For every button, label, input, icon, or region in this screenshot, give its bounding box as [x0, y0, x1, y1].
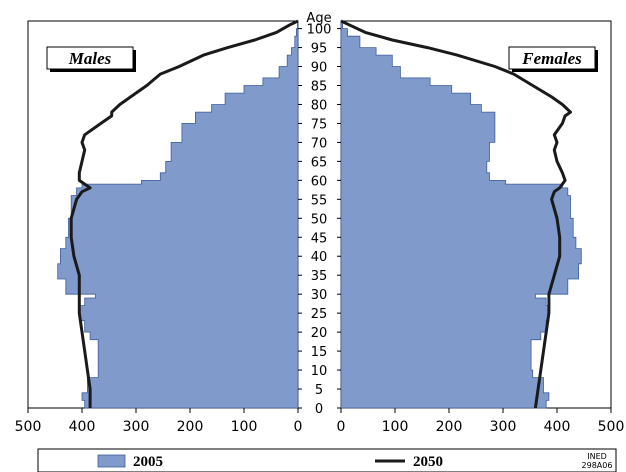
- age-tick-label: 40: [311, 250, 328, 265]
- age-tick-label: 70: [311, 136, 328, 151]
- females-2005-area: [340, 20, 582, 409]
- age-tick-label: 100: [307, 23, 332, 38]
- males-x-tick-label: 200: [177, 419, 204, 435]
- age-axis-title: Age: [306, 11, 331, 26]
- age-tick-label: 30: [311, 288, 328, 303]
- legend: 2005 2050 INED 298A06: [37, 448, 617, 472]
- males-2050-line: [69, 19, 299, 408]
- females-x-tick-label: 500: [598, 419, 625, 435]
- age-tick-label: 45: [311, 231, 328, 246]
- males-x-tick-label: 100: [231, 419, 258, 435]
- age-tick-label: 65: [311, 155, 328, 170]
- males-x-tick-label: 300: [123, 419, 150, 435]
- credit-line-1: INED: [587, 452, 607, 461]
- age-tick-label: 95: [311, 42, 328, 57]
- males-panel: [27, 19, 299, 409]
- age-axis: 0 5 10 15 20 25 30 35 40 45 50 55 60 65 70 75 80 85 90 95 10…: [298, 23, 341, 417]
- females-x-tick-label: 0: [337, 419, 346, 435]
- females-x-tick-label: 300: [490, 419, 517, 435]
- credit-line-2: 298A06: [582, 461, 613, 470]
- males-label-box: Males: [46, 46, 136, 72]
- age-tick-label: 35: [311, 269, 328, 284]
- legend-2005-swatch: [97, 454, 126, 468]
- males-x-tick-label: 0: [294, 419, 303, 435]
- males-x-tick-label: 400: [69, 419, 96, 435]
- females-label-box: Females: [508, 46, 598, 72]
- age-tick-label: 80: [311, 98, 328, 113]
- females-x-tick-label: 400: [544, 419, 571, 435]
- legend-2050-label: 2050: [413, 454, 443, 470]
- age-tick-label: 0: [315, 402, 323, 417]
- age-tick-label: 75: [311, 117, 328, 132]
- legend-frame: [37, 448, 617, 472]
- age-tick-label: 55: [311, 193, 328, 208]
- age-tick-label: 20: [311, 326, 328, 341]
- age-tick-label: 50: [311, 212, 328, 227]
- females-x-tick-label: 200: [436, 419, 463, 435]
- age-tick-label: 25: [311, 307, 328, 322]
- age-tick-label: 15: [311, 345, 328, 360]
- females-panel: [340, 19, 612, 409]
- age-tick-label: 10: [311, 364, 328, 379]
- legend-2005-label: 2005: [133, 454, 163, 470]
- females-2050-line: [340, 19, 572, 409]
- females-x-axis: 0 100 200 300 400 500: [337, 408, 625, 435]
- males-x-axis: 500 400 300 200 100 0: [15, 408, 303, 435]
- age-tick-label: 90: [311, 61, 328, 76]
- males-2005-area: [57, 20, 299, 409]
- age-tick-label: 5: [315, 383, 323, 398]
- age-tick-label: 60: [311, 174, 328, 189]
- males-label: Males: [68, 49, 112, 68]
- males-x-tick-label: 500: [15, 419, 42, 435]
- females-x-tick-label: 100: [382, 419, 409, 435]
- age-tick-label: 85: [311, 80, 328, 95]
- females-label: Females: [521, 49, 582, 68]
